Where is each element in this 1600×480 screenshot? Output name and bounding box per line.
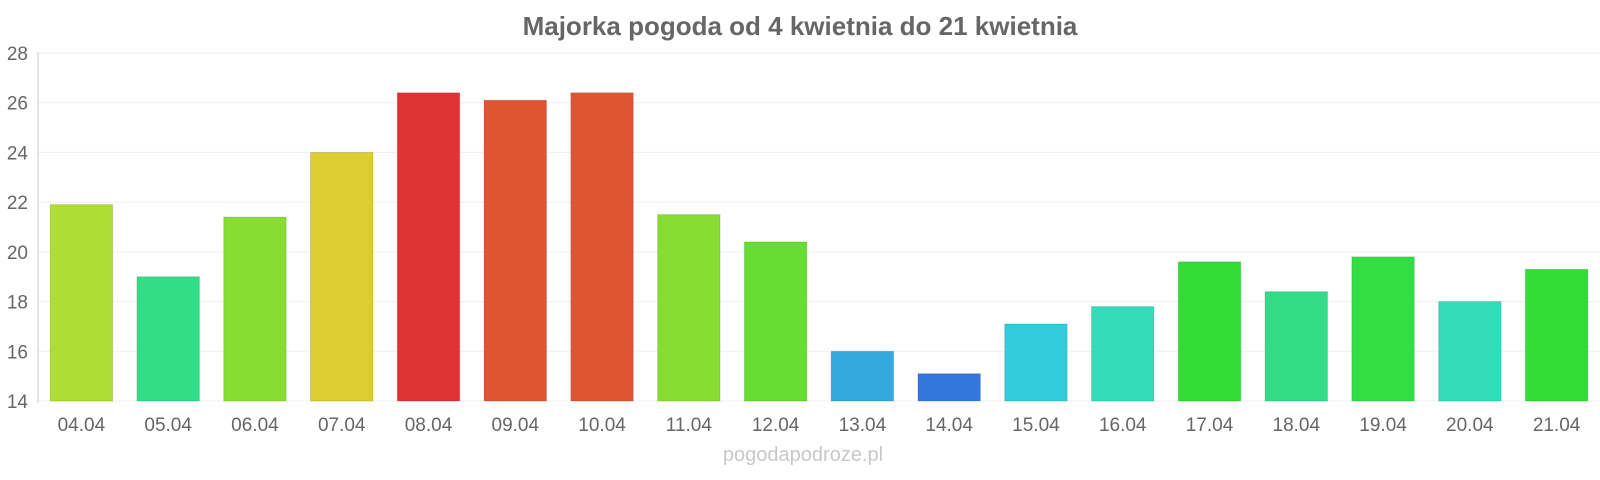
gridlines <box>38 52 1600 402</box>
y-tick-label: 24 <box>7 143 29 164</box>
x-tick-label: 05.04 <box>144 415 192 436</box>
y-tick-label: 28 <box>7 44 28 65</box>
chart-title: Majorka pogoda od 4 kwietnia do 21 kwiet… <box>523 11 1078 41</box>
x-tick-label: 11.04 <box>666 415 713 436</box>
x-tick-label: 19.04 <box>1359 415 1407 436</box>
x-tick-label: 07.04 <box>318 415 366 436</box>
bar-14.04 <box>917 373 981 402</box>
bar-18.04 <box>1264 291 1329 402</box>
x-tick-label: 13.04 <box>839 415 887 436</box>
x-tick-label: 17.04 <box>1186 415 1234 436</box>
x-tick-label: 16.04 <box>1099 415 1147 436</box>
bar-07.04 <box>309 151 374 402</box>
x-tick-label: 04.04 <box>58 415 106 436</box>
y-tick-label: 18 <box>7 293 28 314</box>
bar-15.04 <box>1004 323 1068 402</box>
x-tick-label: 15.04 <box>1012 415 1060 436</box>
bar-08.04 <box>396 92 461 402</box>
x-tick-label: 10.04 <box>578 415 626 436</box>
bar-17.04 <box>1177 261 1242 402</box>
bar-21.04 <box>1524 268 1589 402</box>
x-tick-label: 20.04 <box>1446 415 1494 436</box>
x-axis-ticks: 04.04 05.04 06.04 07.04 08.04 09.04 10.04 11.04… <box>58 415 1581 436</box>
bar-13.04 <box>830 350 895 402</box>
bar-05.04 <box>136 276 200 402</box>
y-axis-ticks: 14 16 18 20 22 24 26 28 <box>7 44 29 413</box>
credit-watermark: pogodapodroze.pl <box>723 444 883 466</box>
y-tick-label: 14 <box>7 392 29 413</box>
x-tick-label: 18.04 <box>1273 415 1321 436</box>
bar-19.04 <box>1351 256 1415 402</box>
bar-20.04 <box>1438 301 1502 402</box>
bar-09.04 <box>483 99 548 402</box>
bar-16.04 <box>1090 306 1155 402</box>
x-tick-label: 12.04 <box>752 415 800 436</box>
y-tick-label: 26 <box>7 94 28 115</box>
y-tick-label: 22 <box>7 193 28 214</box>
bar-04.04 <box>49 204 114 402</box>
x-tick-label: 09.04 <box>492 415 540 436</box>
x-tick-label: 14.04 <box>925 415 973 436</box>
y-tick-label: 20 <box>7 243 28 264</box>
x-tick-label: 21.04 <box>1533 415 1581 436</box>
bar-12.04 <box>743 241 808 402</box>
bars <box>49 92 1589 402</box>
x-tick-label: 06.04 <box>231 415 279 436</box>
bar-10.04 <box>570 92 634 402</box>
bar-11.04 <box>657 214 721 402</box>
bar-06.04 <box>223 216 287 402</box>
y-tick-label: 16 <box>7 342 28 363</box>
x-tick-label: 08.04 <box>405 415 453 436</box>
